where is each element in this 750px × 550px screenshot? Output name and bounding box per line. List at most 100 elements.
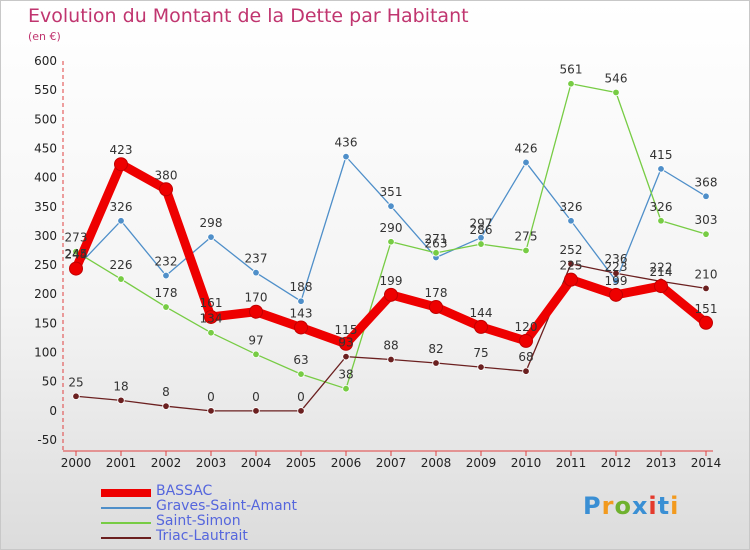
data-point [567,80,575,88]
data-label: 0 [297,390,305,404]
data-label: 97 [248,333,263,347]
data-point [252,350,260,358]
data-label: 297 [470,217,493,231]
data-label: 237 [245,252,268,266]
logo-letter: t [657,492,671,520]
data-label: 18 [113,379,128,393]
data-label: 546 [605,71,628,85]
x-tick-label: 2009 [466,456,497,470]
data-point [117,217,125,225]
data-point [567,217,575,225]
data-label: 75 [473,346,488,360]
data-point [702,192,710,200]
logo-letter: x [631,492,649,520]
x-tick-label: 2000 [61,456,92,470]
chart-axes: -500501001502002503003504004505005506002… [34,54,721,470]
data-label: 144 [470,306,493,320]
data-point [522,367,530,375]
legend-swatch [101,507,151,509]
data-point [387,238,395,246]
data-label: 326 [110,200,133,214]
data-label: 178 [155,286,178,300]
data-point [162,271,170,280]
data-point [159,182,173,197]
data-label: 8 [162,385,170,399]
data-point [72,392,80,400]
data-label: 38 [338,368,353,382]
y-tick-label: 0 [49,404,57,418]
y-tick-label: 500 [34,112,57,126]
logo-letter: i [648,492,658,520]
x-tick-label: 2011 [556,456,587,470]
data-point [387,202,395,210]
data-point [204,309,218,324]
x-tick-label: 2004 [241,456,272,470]
proxiti-logo: Proxiti [583,492,679,520]
data-point [384,287,398,302]
data-point [432,359,440,367]
data-label: 415 [650,148,673,162]
y-tick-label: 300 [34,229,57,243]
data-point [522,246,530,255]
data-label: 214 [650,265,673,279]
chart-subtitle: (en €) [28,30,61,43]
legend-label: Graves-Saint-Amant [156,498,298,514]
x-tick-label: 2005 [286,456,317,470]
data-label: 263 [425,236,448,250]
data-point [612,277,620,285]
y-tick-label: 400 [34,171,57,185]
y-tick-label: 350 [34,200,57,214]
data-point [474,319,488,334]
data-point [342,152,350,161]
data-label: 82 [428,342,443,356]
y-tick-label: -50 [37,433,57,447]
x-tick-label: 2008 [421,456,452,470]
x-tick-label: 2010 [511,456,542,470]
y-tick-label: 150 [34,316,57,330]
data-labels: 2453262322982371884363512632974263262234… [65,63,718,404]
data-point [69,261,83,276]
chart-title: Evolution du Montant de la Dette par Hab… [28,5,469,27]
x-tick-label: 2012 [601,456,632,470]
data-point [567,260,575,268]
legend-swatch [101,489,151,497]
data-label: 236 [605,252,628,266]
data-point [162,402,170,410]
data-label: 93 [338,336,353,350]
x-tick-label: 2006 [331,456,362,470]
legend-label: Saint-Simon [156,513,241,529]
data-point [657,165,665,173]
data-point [657,217,665,225]
data-label: 423 [110,143,133,157]
data-label: 115 [335,323,358,337]
data-point [387,355,395,364]
data-point [297,370,305,378]
x-tick-label: 2003 [196,456,227,470]
y-tick-label: 100 [34,346,57,360]
data-label: 143 [290,306,313,320]
data-label: 68 [518,350,533,364]
data-label: 275 [515,230,538,244]
data-point [297,297,305,305]
data-label: 286 [470,223,493,237]
x-tick-label: 2002 [151,456,182,470]
data-label: 561 [560,63,583,77]
data-point [114,157,128,172]
data-label: 25 [68,375,83,389]
data-label: 225 [560,259,583,273]
y-tick-label: 50 [42,375,57,389]
data-label: 63 [293,353,308,367]
data-label: 252 [560,243,583,257]
data-label: 273 [65,231,88,245]
x-tick-label: 2013 [646,456,677,470]
legend-label: BASSAC [156,483,213,499]
data-label: 351 [380,185,403,199]
data-label: 178 [425,286,448,300]
y-tick-label: 200 [34,287,57,301]
data-label: 0 [207,390,215,404]
data-label: 199 [380,274,403,288]
data-point [297,407,305,415]
legend-label: Triac-Lautrait [156,528,248,544]
legend-swatch [101,537,151,539]
y-tick-label: 550 [34,83,57,97]
